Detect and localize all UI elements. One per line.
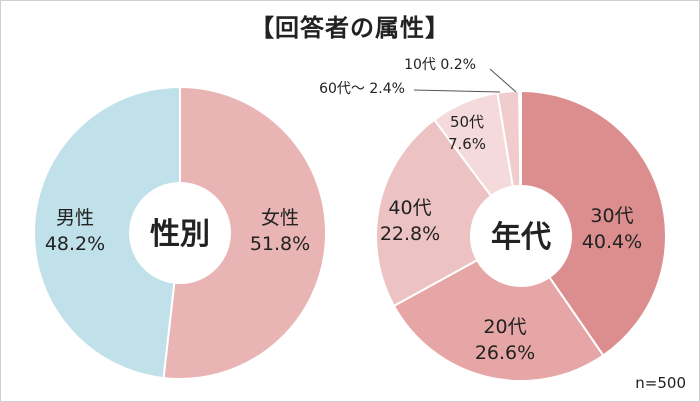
age-center-label: 年代 xyxy=(491,220,551,255)
age-slice-value-1: 26.6% xyxy=(475,342,535,364)
gender-slice-value-0: 51.8% xyxy=(250,233,310,255)
age-slice-label-5: 10代 0.2% xyxy=(404,57,476,73)
gender-center-label: 性別 xyxy=(150,217,210,252)
age-slice-label-4: 60代～ 2.4% xyxy=(319,81,405,97)
sample-size-label: n=500 xyxy=(635,374,686,392)
age-donut-chart: 30代 40.4% 20代 26.6% 40代 22.8% 50代 7.6% 60代～ 2.4%… xyxy=(319,57,667,382)
age-slice-name-0: 30代 xyxy=(590,205,633,227)
gender-donut-chart: 女性 51.8% 男性 48.2% 性別 xyxy=(33,85,327,380)
chart-title: 【回答者の属性】 xyxy=(250,14,450,42)
gender-slice-name-0: 女性 xyxy=(261,207,299,229)
gender-slice-value-1: 48.2% xyxy=(45,233,105,255)
age-donut-hole xyxy=(471,186,571,286)
age-leader-line-5 xyxy=(489,68,517,93)
age-slice-value-0: 40.4% xyxy=(582,231,642,253)
age-slice-name-1: 20代 xyxy=(483,316,526,338)
gender-donut-hole xyxy=(130,183,230,283)
age-slice-name-2: 40代 xyxy=(388,197,431,219)
age-slice-value-2: 22.8% xyxy=(380,223,440,245)
age-slice-5 xyxy=(518,89,522,188)
gender-slice-name-1: 男性 xyxy=(56,207,94,229)
age-leader-line-4 xyxy=(413,89,501,93)
age-slice-value-3: 7.6% xyxy=(448,135,486,153)
age-slice-name-3: 50代 xyxy=(450,113,484,131)
